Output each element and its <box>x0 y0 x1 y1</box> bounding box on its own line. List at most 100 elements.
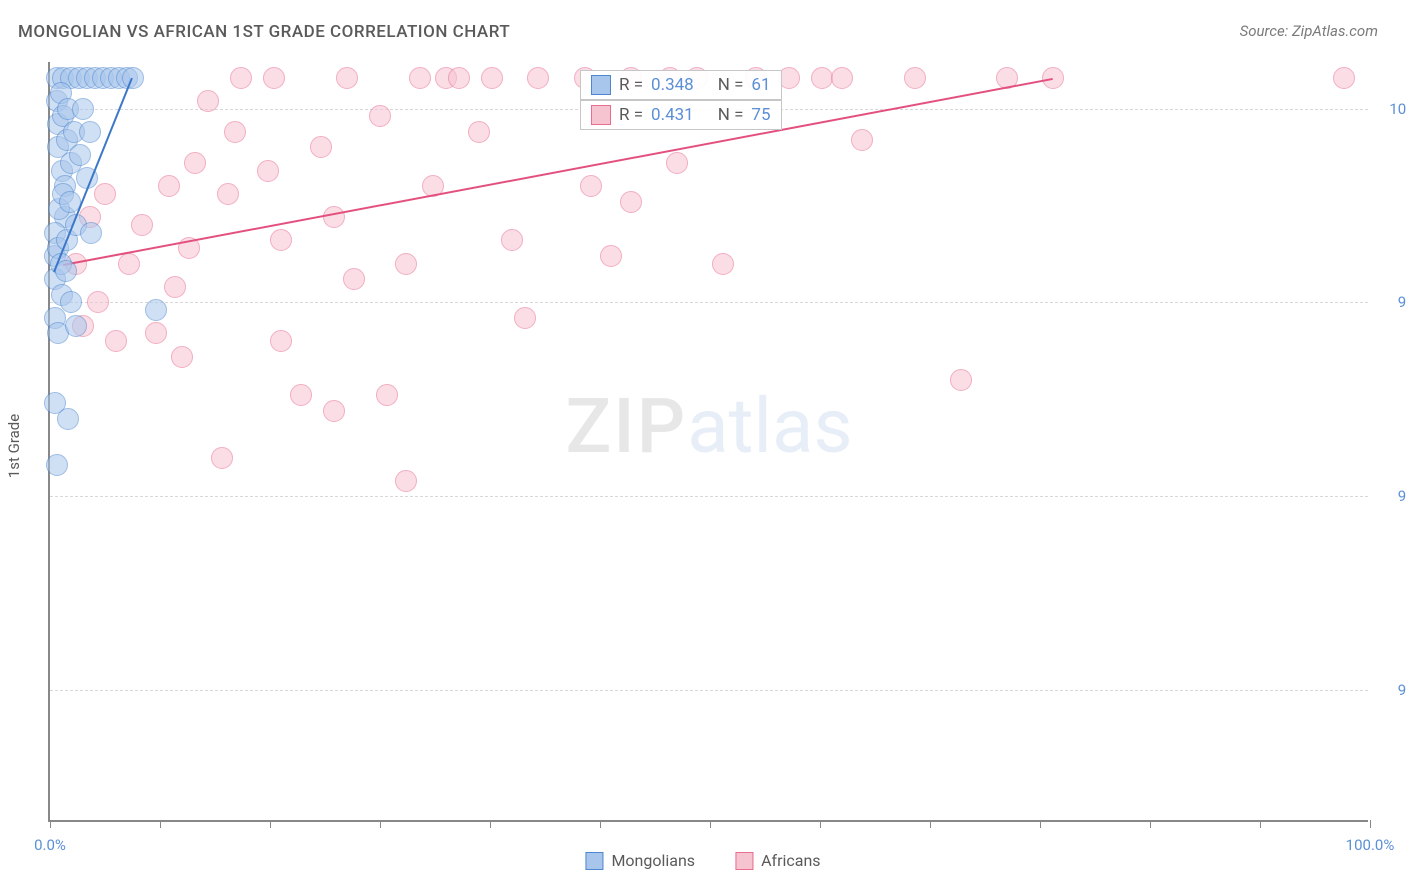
africans-point <box>224 121 246 143</box>
y-tick-label: 97.5% <box>1378 293 1406 311</box>
africans-point <box>501 229 523 251</box>
n-label: N = <box>718 75 744 95</box>
r-label: R = <box>619 105 643 125</box>
africans-point <box>343 268 365 290</box>
africans-point <box>105 330 127 352</box>
africans-point <box>1333 67 1355 89</box>
mongolians-point <box>65 315 87 337</box>
watermark-zip: ZIP <box>565 381 687 471</box>
x-tick <box>600 820 601 828</box>
africans-point <box>376 384 398 406</box>
plot-area: ZIPatlas 92.5%95.0%97.5%100.0%0.0%100.0%… <box>48 62 1368 822</box>
africans-point <box>336 67 358 89</box>
mongolians-point <box>72 98 94 120</box>
africans-point <box>257 160 279 182</box>
chart-title: MONGOLIAN VS AFRICAN 1ST GRADE CORRELATI… <box>18 22 510 42</box>
africans-point <box>290 384 312 406</box>
africans-point <box>514 307 536 329</box>
africans-point <box>527 67 549 89</box>
x-tick <box>820 820 821 828</box>
y-tick-label: 95.0% <box>1378 487 1406 505</box>
mongolians-point <box>60 291 82 313</box>
africans-point <box>448 67 470 89</box>
y-axis-label: 1st Grade <box>5 414 23 478</box>
mongolians-legend-label: Mongolians <box>611 851 695 870</box>
x-tick <box>270 820 271 828</box>
x-tick <box>50 820 51 828</box>
africans-point <box>270 229 292 251</box>
africans-point <box>950 369 972 391</box>
mongolians-point <box>79 121 101 143</box>
mongolians-n-value: 61 <box>751 75 770 95</box>
africans-swatch <box>591 105 611 125</box>
mongolians-point <box>46 454 68 476</box>
africans-point <box>620 191 642 213</box>
y-tick-label: 92.5% <box>1378 681 1406 699</box>
x-tick <box>1150 820 1151 828</box>
africans-r-value: 0.431 <box>651 105 694 125</box>
africans-point <box>468 121 490 143</box>
gridline <box>50 302 1368 303</box>
africans-point <box>851 129 873 151</box>
africans-point <box>409 67 431 89</box>
africans-point <box>171 346 193 368</box>
x-tick <box>710 820 711 828</box>
africans-point <box>164 276 186 298</box>
mongolians-r-value: 0.348 <box>651 75 694 95</box>
africans-stats-box: R = 0.431 N = 75 <box>580 100 782 130</box>
africans-point <box>263 67 285 89</box>
africans-point <box>481 67 503 89</box>
r-label: R = <box>619 75 643 95</box>
x-tick <box>160 820 161 828</box>
x-tick <box>490 820 491 828</box>
africans-legend-swatch <box>735 852 753 870</box>
x-tick <box>380 820 381 828</box>
africans-point <box>395 253 417 275</box>
africans-legend-label: Africans <box>761 851 820 870</box>
africans-point <box>217 183 239 205</box>
watermark-atlas: atlas <box>687 381 852 471</box>
africans-point <box>1042 67 1064 89</box>
n-label: N = <box>718 105 744 125</box>
africans-point <box>184 152 206 174</box>
mongolians-point <box>57 408 79 430</box>
africans-point <box>158 175 180 197</box>
x-tick-label: 100.0% <box>1346 836 1395 854</box>
africans-n-value: 75 <box>751 105 770 125</box>
x-tick <box>1260 820 1261 828</box>
africans-point <box>197 90 219 112</box>
x-tick <box>1370 820 1371 828</box>
mongolians-point <box>69 144 91 166</box>
gridline <box>50 690 1368 691</box>
bottom-legend: Mongolians Africans <box>585 851 820 870</box>
mongolians-point <box>122 67 144 89</box>
africans-point <box>369 105 391 127</box>
africans-point <box>712 253 734 275</box>
africans-point <box>580 175 602 197</box>
africans-point <box>131 214 153 236</box>
legend-item-africans: Africans <box>735 851 820 870</box>
africans-point <box>395 470 417 492</box>
africans-point <box>600 245 622 267</box>
africans-point <box>310 136 332 158</box>
africans-point <box>904 67 926 89</box>
watermark: ZIPatlas <box>565 381 852 471</box>
africans-point <box>831 67 853 89</box>
mongolians-swatch <box>591 75 611 95</box>
africans-point <box>87 291 109 313</box>
africans-point <box>323 206 345 228</box>
x-tick <box>1040 820 1041 828</box>
africans-point <box>211 447 233 469</box>
mongolians-stats-box: R = 0.348 N = 61 <box>580 70 782 100</box>
gridline <box>50 496 1368 497</box>
africans-point <box>230 67 252 89</box>
mongolians-point <box>145 299 167 321</box>
africans-point <box>270 330 292 352</box>
africans-point <box>145 322 167 344</box>
x-tick-label: 0.0% <box>34 836 66 854</box>
y-tick-label: 100.0% <box>1378 100 1406 118</box>
legend-item-mongolians: Mongolians <box>585 851 695 870</box>
x-tick <box>930 820 931 828</box>
africans-point <box>323 400 345 422</box>
mongolians-legend-swatch <box>585 852 603 870</box>
